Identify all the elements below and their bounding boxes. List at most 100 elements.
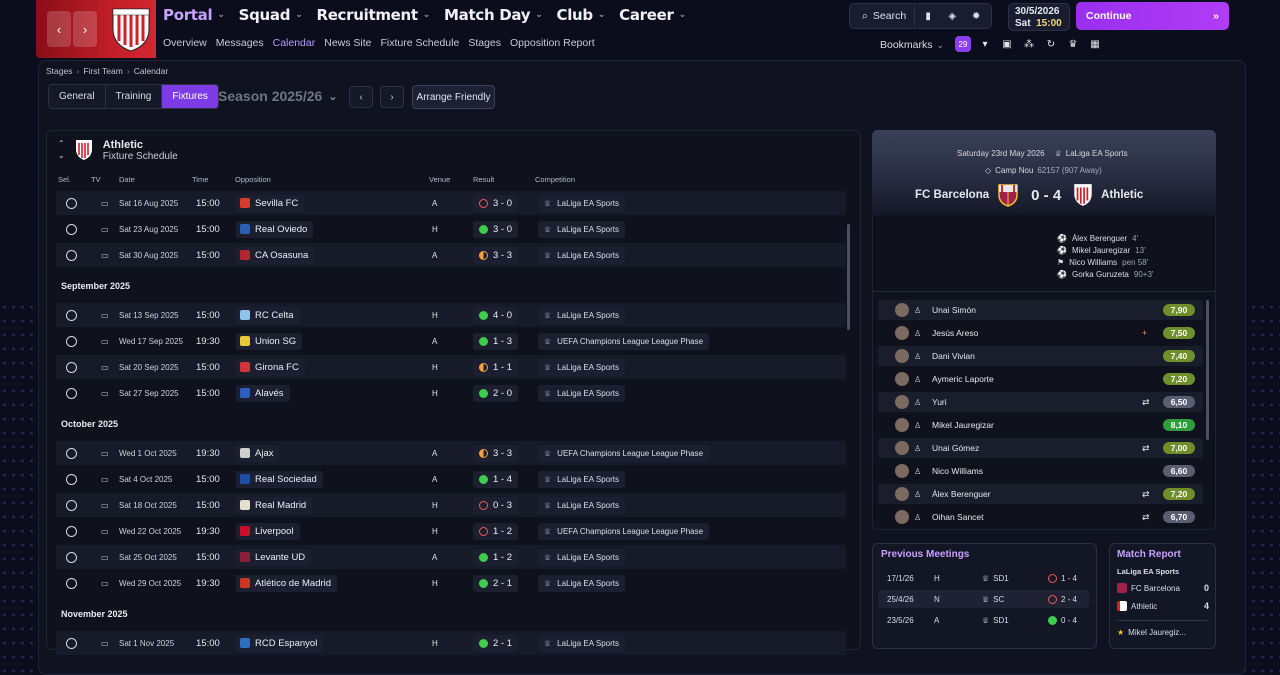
id-card-icon[interactable]: ▣ (1002, 38, 1012, 50)
forward-button[interactable]: › (73, 11, 97, 47)
game-date[interactable]: 30/5/2026 Sat 15:00 (1008, 3, 1070, 31)
meeting-row[interactable]: 17/1/26 H ♕ SD1 1 - 4 (878, 569, 1089, 587)
opposition-chip[interactable]: Real Sociedad (236, 470, 323, 488)
scorer-name[interactable]: Nico Williams (1069, 258, 1118, 267)
player-row[interactable]: ♙ Jesús Areso +7,50 (878, 323, 1203, 343)
opposition-chip[interactable]: Ajax (236, 444, 280, 462)
shirt-icon[interactable]: ▾ (982, 38, 988, 50)
nav-career[interactable]: Career ⌄ (619, 6, 686, 24)
competition-chip[interactable]: ♕ LaLiga EA Sports (538, 574, 625, 592)
select-radio[interactable] (66, 473, 77, 485)
competition-chip[interactable]: ♕ LaLiga EA Sports (538, 306, 625, 324)
select-radio[interactable] (66, 499, 77, 511)
competition-chip[interactable]: ♕ UEFA Champions League League Phase (538, 444, 710, 462)
collapse-toggle[interactable]: ⌃ ⌄ (58, 138, 65, 162)
competition-chip[interactable]: ♕ LaLiga EA Sports (538, 220, 625, 238)
competition-chip[interactable]: ♕ LaLiga EA Sports (538, 358, 625, 376)
select-radio[interactable] (66, 249, 77, 261)
player-row[interactable]: ♙ Dani Vivian 7,40 (878, 346, 1203, 366)
notebook-icon[interactable]: ▮ (925, 10, 931, 22)
competition-chip[interactable]: ♕ UEFA Champions League League Phase (538, 332, 710, 350)
opposition-chip[interactable]: Atlético de Madrid (236, 574, 338, 592)
select-radio[interactable] (66, 335, 77, 347)
competition-chip[interactable]: ♕ UEFA Champions League League Phase (538, 522, 710, 540)
result-chip[interactable]: 3 - 3 (473, 246, 519, 264)
competition-chip[interactable]: ♕ LaLiga EA Sports (538, 470, 625, 488)
player-row[interactable]: ♙ Nico Williams 6,60 (878, 461, 1203, 481)
gear-icon[interactable]: ✹ (971, 10, 981, 22)
result-chip[interactable]: 2 - 1 (473, 574, 519, 592)
nav-match-day[interactable]: Match Day ⌄ (444, 6, 543, 24)
subnav-messages[interactable]: Messages (215, 37, 264, 49)
messages-icon[interactable]: 29 (955, 36, 971, 52)
column-header-competition[interactable]: Competition (535, 175, 576, 184)
player-row[interactable]: ♙ Mikel Jauregizar 8,10 (878, 415, 1203, 435)
opposition-chip[interactable]: Union SG (236, 332, 303, 350)
result-chip[interactable]: 1 - 2 (473, 548, 519, 566)
subnav-calendar[interactable]: Calendar (272, 37, 316, 49)
result-chip[interactable]: 3 - 3 (473, 444, 519, 462)
player-row[interactable]: ♙ Aymeric Laporte 7,20 (878, 369, 1203, 389)
table-row[interactable]: ▭ Wed 1 Oct 2025 19:30 Ajax A 3 - 3 ♕ UEFA Cham… (56, 441, 846, 465)
select-radio[interactable] (66, 447, 77, 459)
nav-recruitment[interactable]: Recruitment ⌄ (316, 6, 430, 24)
table-row[interactable]: ▭ Sat 13 Sep 2025 15:00 RC Celta H 4 - 0 ♕ LaLi… (56, 303, 846, 327)
player-list-scrollbar[interactable] (1206, 300, 1209, 440)
arrange-friendly-button[interactable]: Arrange Friendly (412, 85, 495, 109)
table-row[interactable]: ▭ Sat 16 Aug 2025 15:00 Sevilla FC A 3 - 0 ♕ La… (56, 191, 846, 215)
nav-portal[interactable]: Portal ⌄ (163, 6, 225, 24)
back-button[interactable]: ‹ (47, 11, 71, 47)
scorer-name[interactable]: Mikel Jauregizar (1071, 246, 1131, 255)
tab-training[interactable]: Training (105, 85, 163, 108)
subnav-stages[interactable]: Stages (468, 37, 502, 49)
player-row[interactable]: ♙ Álex Berenguer ⇄ 7,20 (878, 484, 1203, 504)
opposition-chip[interactable]: Sevilla FC (236, 194, 305, 212)
table-row[interactable]: ▭ Wed 17 Sep 2025 19:30 Union SG A 1 - 3 ♕ UEFA… (56, 329, 846, 353)
nav-squad[interactable]: Squad ⌄ (239, 6, 303, 24)
select-radio[interactable] (66, 223, 77, 235)
table-row[interactable]: ▭ Sat 27 Sep 2025 15:00 Alavés H 2 - 0 ♕ LaLiga… (56, 381, 846, 405)
subnav-overview[interactable]: Overview (163, 37, 207, 49)
result-chip[interactable]: 1 - 4 (473, 470, 519, 488)
fixture-list-scrollbar[interactable] (847, 224, 850, 330)
player-of-match[interactable]: ★ Mikel Jauregiz... (1117, 628, 1186, 637)
column-header-venue[interactable]: Venue (429, 175, 451, 184)
select-radio[interactable] (66, 551, 77, 563)
subnav-opposition-report[interactable]: Opposition Report (510, 37, 595, 49)
competition-chip[interactable]: ♕ LaLiga EA Sports (538, 548, 625, 566)
season-selector[interactable]: Season 2025/26 ⌄ (218, 88, 338, 104)
shirt-icon[interactable]: ◈ (948, 10, 957, 22)
result-chip[interactable]: 1 - 3 (473, 332, 519, 350)
opposition-chip[interactable]: CA Osasuna (236, 246, 315, 264)
opposition-chip[interactable]: Alavés (236, 384, 290, 402)
competition-chip[interactable]: ♕ LaLiga EA Sports (538, 384, 625, 402)
match-report-title[interactable]: Match Report (1117, 549, 1181, 560)
table-row[interactable]: ▭ Wed 22 Oct 2025 19:30 Liverpool H 1 - 2 ♕ UEF… (56, 519, 846, 543)
select-radio[interactable] (66, 387, 77, 399)
table-row[interactable]: ▭ Sat 25 Oct 2025 15:00 Levante UD A 1 - 2 ♕ La… (56, 545, 846, 569)
continue-button[interactable]: Continue » (1076, 2, 1229, 30)
meeting-row[interactable]: 23/5/26 A ♕ SD1 0 - 4 (878, 611, 1089, 629)
competition-chip[interactable]: ♕ LaLiga EA Sports (538, 246, 625, 264)
result-chip[interactable]: 3 - 0 (473, 220, 519, 238)
next-season-button[interactable]: › (380, 86, 404, 108)
select-radio[interactable] (66, 525, 77, 537)
breadcrumb-stages[interactable]: Stages (46, 66, 73, 76)
result-chip[interactable]: 1 - 1 (473, 358, 519, 376)
previous-meetings-title[interactable]: Previous Meetings (881, 549, 970, 560)
trophy-icon[interactable]: ♛ (1068, 38, 1078, 50)
nav-club[interactable]: Club ⌄ (557, 6, 606, 24)
opposition-chip[interactable]: Real Madrid (236, 496, 313, 514)
table-row[interactable]: ▭ Wed 29 Oct 2025 19:30 Atlético de Madrid H… (56, 571, 846, 595)
player-row[interactable]: ♙ Yuri ⇄ 6,50 (878, 392, 1203, 412)
result-chip[interactable]: 3 - 0 (473, 194, 519, 212)
table-row[interactable]: ▭ Sat 18 Oct 2025 15:00 Real Madrid H 0 - 3 ♕ L… (56, 493, 846, 517)
match-competition[interactable]: LaLiga EA Sports (1065, 149, 1128, 158)
player-row[interactable]: ♙ Unai Simón 7,90 (878, 300, 1203, 320)
previous-season-button[interactable]: ‹ (349, 86, 373, 108)
player-row[interactable]: ♙ Unai Gómez ⇄ 7,00 (878, 438, 1203, 458)
opposition-chip[interactable]: Liverpool (236, 522, 300, 540)
match-stadium[interactable]: Camp Nou (995, 166, 1034, 175)
column-header-time[interactable]: Time (192, 175, 209, 184)
player-row[interactable]: ♙ Oihan Sancet ⇄ 6,70 (878, 507, 1203, 527)
